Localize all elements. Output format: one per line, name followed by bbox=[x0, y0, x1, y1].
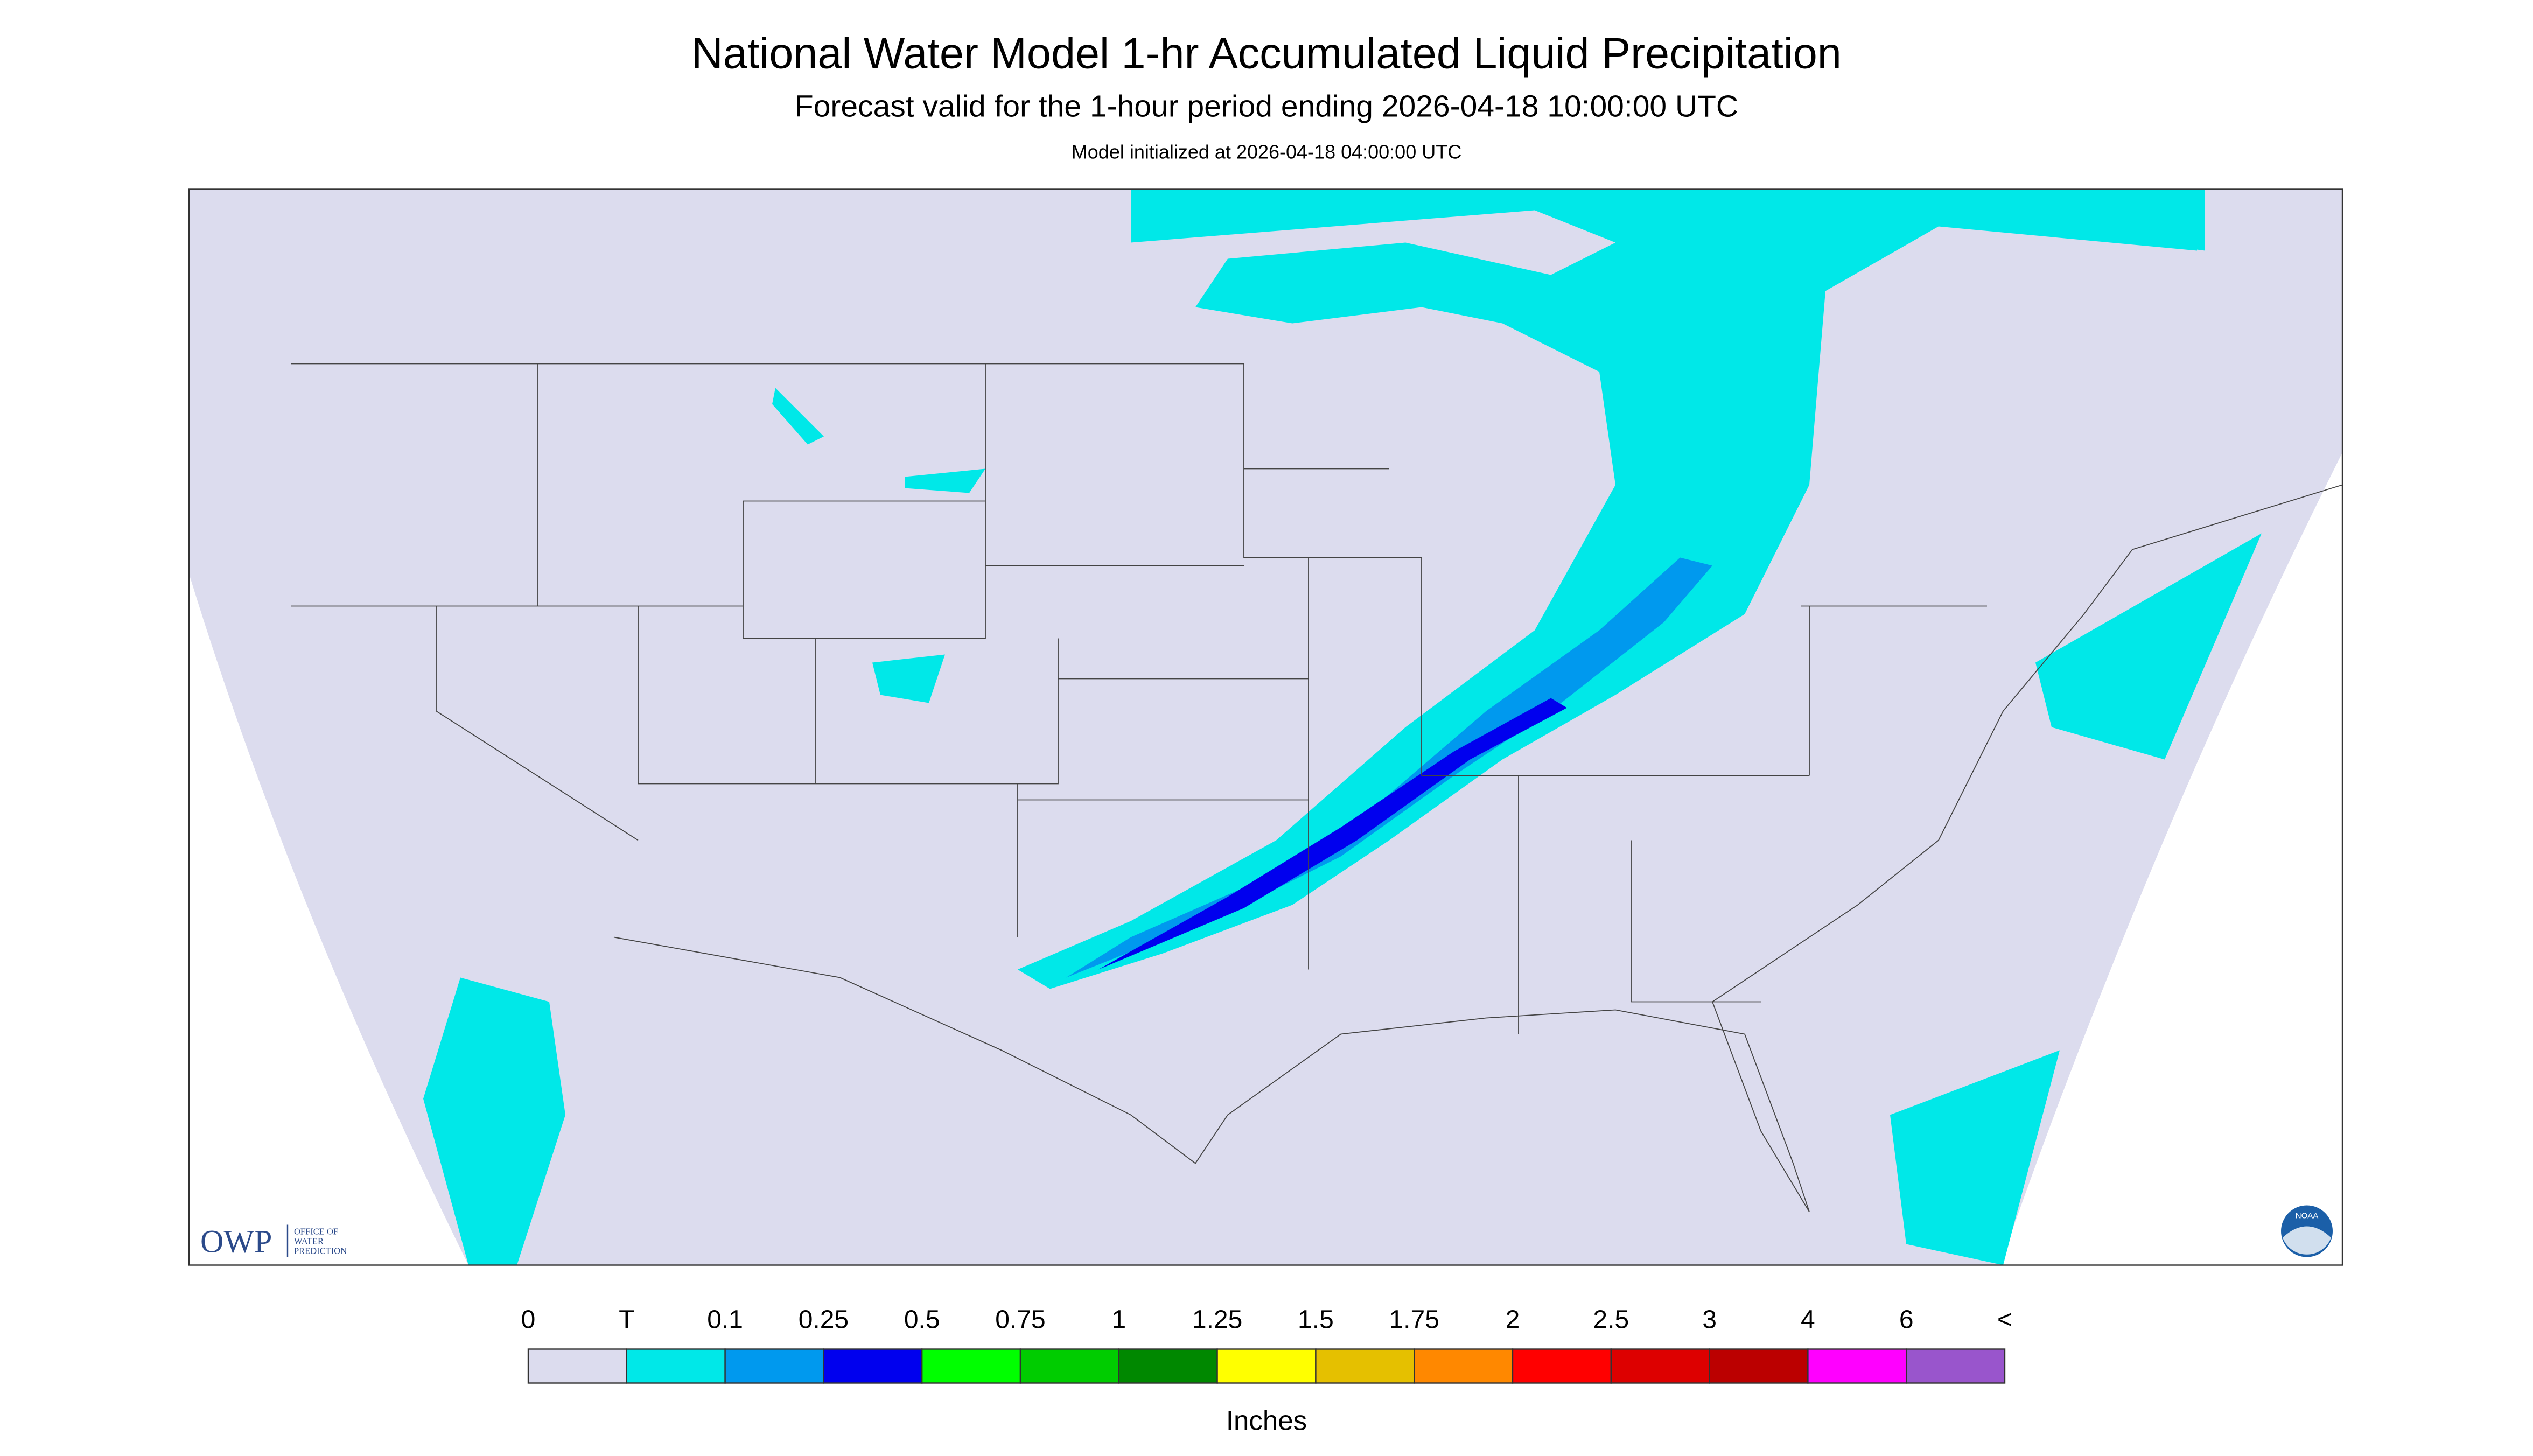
noaa-text: NOAA bbox=[2296, 1212, 2319, 1221]
map-frame bbox=[188, 188, 2343, 1266]
subtitle: Forecast valid for the 1-hour period end… bbox=[795, 89, 1738, 124]
legend-label: 1.75 bbox=[1389, 1306, 1439, 1334]
precip-moderate bbox=[1098, 698, 1567, 970]
legend-swatch bbox=[921, 1348, 1021, 1384]
legend-label: T bbox=[619, 1306, 634, 1334]
state-lines bbox=[188, 188, 2343, 1266]
legend-swatch bbox=[1216, 1348, 1317, 1384]
legend-label: 0.1 bbox=[707, 1306, 743, 1334]
precip-pacific bbox=[423, 977, 565, 1265]
legend-swatch bbox=[724, 1348, 824, 1384]
legend-label: 3 bbox=[1702, 1306, 1717, 1334]
owp-sub: PREDICTION bbox=[294, 1246, 347, 1256]
title: National Water Model 1-hr Accumulated Li… bbox=[691, 30, 1842, 78]
legend-swatch bbox=[1905, 1348, 2006, 1384]
precip-light bbox=[1066, 557, 1712, 978]
legend-label: 0 bbox=[521, 1306, 536, 1334]
owp-logo: OWP bbox=[200, 1224, 272, 1259]
legend-swatch bbox=[1610, 1348, 1710, 1384]
owp-sub: WATER bbox=[294, 1236, 324, 1247]
legend-label: 2.5 bbox=[1593, 1306, 1629, 1334]
legend-label: 2 bbox=[1506, 1306, 1520, 1334]
legend-label: 1.25 bbox=[1192, 1306, 1242, 1334]
legend-swatch bbox=[1807, 1348, 1907, 1384]
legend-label: 1 bbox=[1111, 1306, 1126, 1334]
legend-swatch bbox=[823, 1348, 923, 1384]
legend-swatch bbox=[626, 1348, 726, 1384]
legend-label: 1.5 bbox=[1298, 1306, 1334, 1334]
precip-trace bbox=[1018, 189, 2197, 989]
legend-label: 0.75 bbox=[995, 1306, 1045, 1334]
init-time: Model initialized at 2026-04-18 04:00:00… bbox=[1072, 141, 1461, 163]
legend-swatch bbox=[1118, 1348, 1218, 1384]
map: OWP OFFICE OF WATER PREDICTION NOAA bbox=[188, 188, 2343, 1266]
legend-label: 0.25 bbox=[799, 1306, 849, 1334]
legend-swatch bbox=[1315, 1348, 1415, 1384]
legend-units: Inches bbox=[1226, 1405, 1307, 1436]
owp-sub: OFFICE OF bbox=[294, 1227, 338, 1237]
legend-swatch bbox=[1709, 1348, 1809, 1384]
legend-label: < bbox=[1997, 1306, 2012, 1334]
legend-swatch bbox=[527, 1348, 628, 1384]
legend-swatch bbox=[1414, 1348, 1514, 1384]
legend-label: 4 bbox=[1801, 1306, 1815, 1334]
legend-swatch bbox=[1512, 1348, 1612, 1384]
legend-swatch bbox=[1019, 1348, 1120, 1384]
legend-label: 0.5 bbox=[904, 1306, 940, 1334]
legend: 0 T 0.1 0.25 0.5 0.75 1 1.25 1.5 1.75 2 2.5 3 4 6 < bbox=[521, 1306, 2012, 1384]
legend-label: 6 bbox=[1899, 1306, 1914, 1334]
